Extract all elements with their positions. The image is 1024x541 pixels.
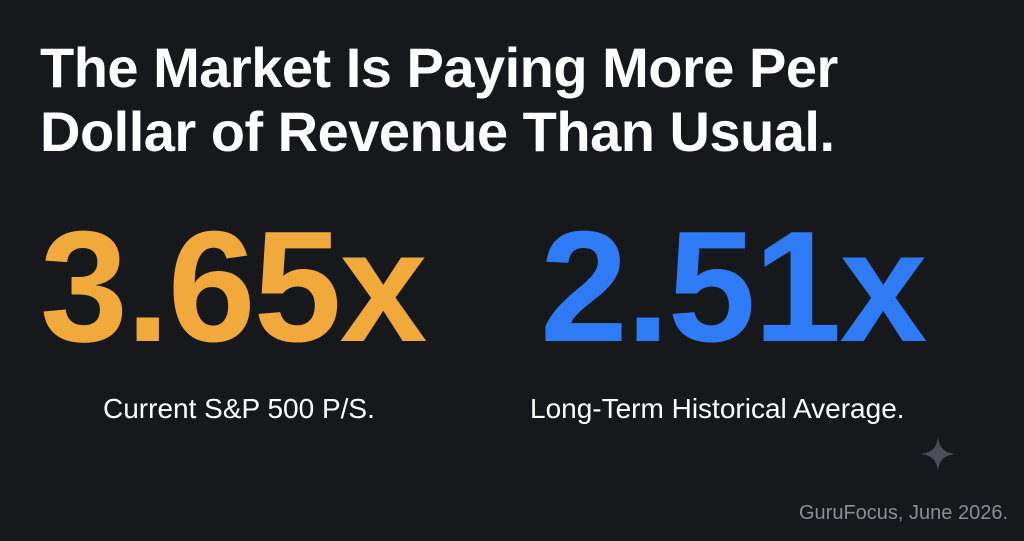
sparkle-icon: [921, 437, 955, 471]
headline-line-2: Dollar of Revenue Than Usual.: [40, 100, 835, 163]
historical-average-label: Long-Term Historical Average.: [530, 393, 905, 424]
headline: The Market Is Paying More Per Dollar of …: [40, 36, 1000, 164]
current-ps-label: Current S&P 500 P/S.: [103, 393, 375, 424]
historical-average-value: 2.51x: [540, 199, 927, 375]
historical-average-stat: 2.51x: [540, 199, 927, 375]
current-ps-value: 3.65x: [40, 199, 427, 375]
source-note: GuruFocus, June 2026.: [798, 502, 1008, 524]
headline-line-1: The Market Is Paying More Per: [40, 36, 838, 99]
current-ps-stat: 3.65x: [40, 199, 427, 375]
